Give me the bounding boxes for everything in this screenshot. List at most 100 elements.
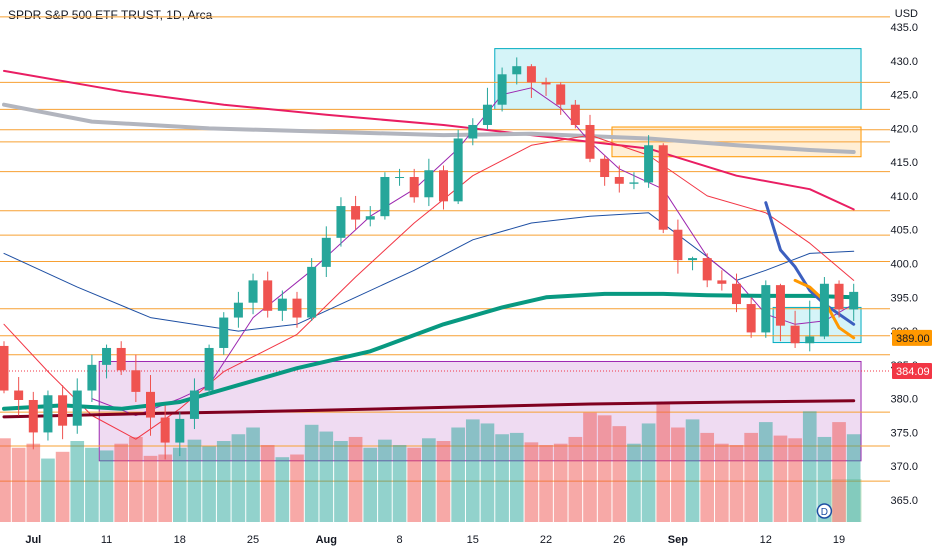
y-tick-label: 425.0	[890, 90, 918, 102]
candle	[219, 312, 229, 355]
candle-body	[102, 347, 112, 365]
price-label: 389.00	[896, 333, 930, 345]
volume-bar	[319, 431, 334, 522]
y-tick-label: 370.0	[890, 461, 918, 473]
volume-bar	[729, 445, 744, 522]
candle	[233, 291, 243, 328]
candle	[424, 158, 434, 207]
candle	[248, 273, 258, 315]
candle-body	[790, 325, 800, 344]
candle	[717, 270, 727, 291]
candle-body	[87, 364, 97, 391]
y-tick-label: 405.0	[890, 225, 918, 237]
volume-bar	[41, 458, 55, 522]
x-tick-label: 12	[760, 534, 772, 546]
candle-body	[263, 280, 273, 311]
y-tick-label: 400.0	[890, 259, 918, 271]
candle	[307, 258, 317, 321]
candle	[409, 168, 419, 203]
volume-bar	[524, 442, 539, 522]
candle-body	[614, 177, 624, 184]
candle	[570, 99, 580, 129]
candle-body	[351, 206, 361, 220]
candle	[673, 219, 683, 274]
volume-bar	[26, 443, 41, 522]
candle-body	[570, 104, 580, 125]
candle	[292, 291, 302, 328]
candle-body	[116, 347, 126, 371]
volume-bar	[436, 441, 451, 522]
plot-area: D	[0, 16, 890, 522]
volume-bar	[407, 447, 422, 522]
volume-bar	[568, 436, 583, 522]
volume-bar	[509, 432, 524, 522]
candle	[102, 344, 112, 379]
y-tick-label: 375.0	[890, 427, 918, 439]
volume-bar	[480, 423, 495, 522]
candle	[28, 391, 38, 450]
candle-body	[233, 302, 243, 318]
volume-bar	[832, 422, 846, 522]
candle-body	[219, 317, 229, 348]
candle	[0, 341, 9, 394]
volume-bar	[260, 445, 275, 522]
candle	[512, 57, 522, 85]
candle-body	[189, 390, 199, 419]
candle	[790, 310, 800, 348]
volume-bar	[202, 446, 216, 522]
candle	[14, 377, 24, 416]
x-tick-label: 8	[396, 534, 402, 546]
y-tick-label: 380.0	[890, 394, 918, 406]
zone-rect	[494, 48, 862, 110]
candle-body	[28, 399, 38, 433]
volume-bar	[348, 436, 363, 522]
candle-body	[58, 395, 68, 426]
volume-bar	[99, 450, 114, 522]
dividend-marker	[816, 503, 833, 519]
volume-bar	[422, 438, 436, 522]
volume-bar	[465, 419, 480, 522]
candle-body	[321, 237, 331, 267]
x-tick-label: 18	[174, 534, 186, 546]
volume-bar	[773, 435, 788, 522]
volume-bar	[597, 415, 612, 522]
candle	[761, 280, 771, 338]
candle-body	[131, 370, 141, 392]
zone-rect	[772, 306, 862, 344]
candle-body	[732, 283, 741, 305]
dividend-marker-label: D	[821, 507, 828, 518]
candle-body	[482, 104, 492, 125]
volume-bar	[334, 441, 348, 522]
candle-body	[365, 216, 375, 220]
candle-body	[307, 266, 317, 318]
candle	[365, 206, 375, 227]
candle-body	[395, 177, 405, 179]
candle-body	[160, 417, 170, 443]
candle-body	[497, 74, 507, 105]
candle	[585, 114, 595, 163]
volume-bar	[70, 441, 85, 522]
candle	[116, 341, 126, 375]
candle	[321, 226, 331, 278]
price-label-box	[892, 363, 932, 380]
candle	[732, 273, 741, 313]
candle-body	[468, 124, 478, 139]
volume-bar	[275, 457, 290, 522]
candle	[556, 82, 566, 115]
volume-bar	[114, 443, 129, 522]
candle	[453, 129, 463, 205]
volume-bar	[85, 447, 99, 522]
candle	[702, 253, 712, 288]
x-tick-label: 15	[467, 534, 479, 546]
y-tick-label: 395.0	[890, 292, 918, 304]
volume-bar	[715, 443, 729, 522]
candle-body	[248, 280, 258, 303]
candle-body	[600, 158, 610, 178]
y-tick-label: 410.0	[890, 191, 918, 203]
candle	[43, 390, 53, 441]
volume-bar	[143, 455, 158, 522]
volume-bar	[700, 432, 715, 522]
volume-bar	[187, 439, 202, 522]
candle	[160, 405, 170, 460]
